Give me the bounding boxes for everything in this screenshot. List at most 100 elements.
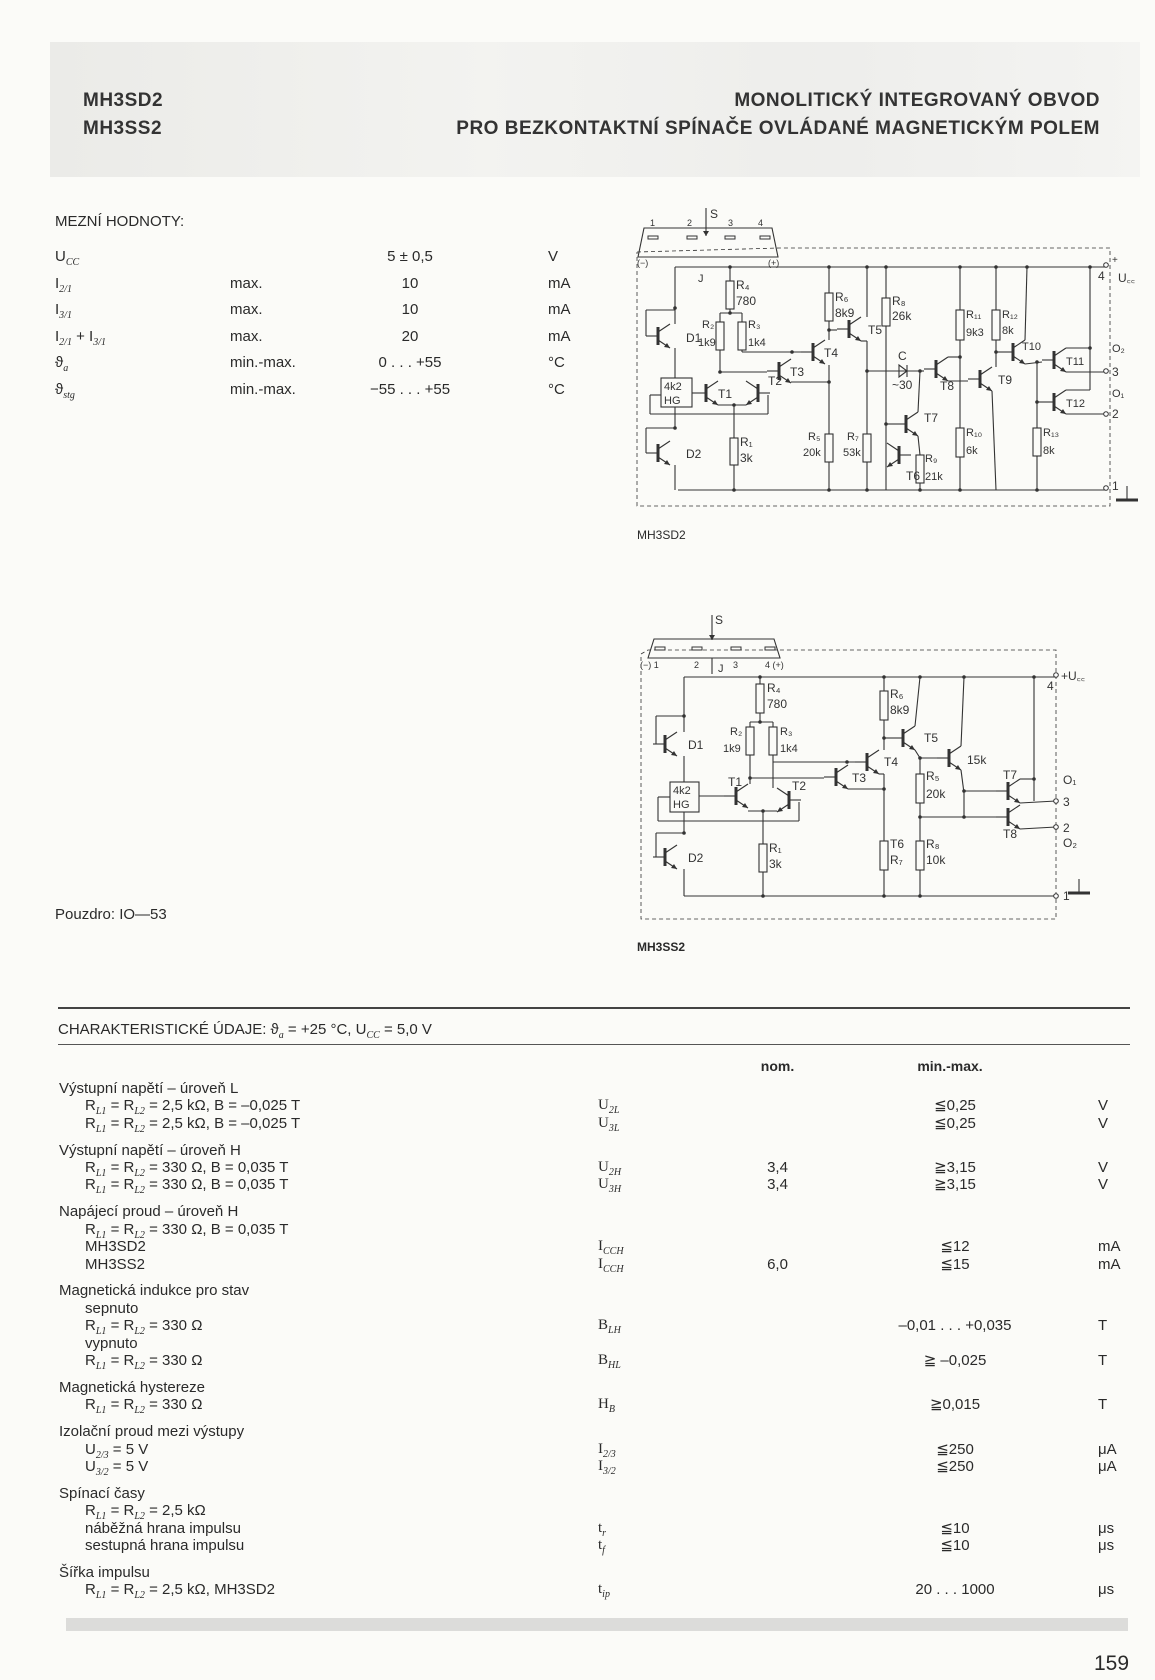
limit-row: ϑa min.-max. 0 . . . +55 °C (0, 354, 600, 380)
limit-unit: mA (548, 301, 571, 319)
junction-dot (827, 265, 831, 269)
transistor-arrow (887, 462, 893, 467)
junction-dot (962, 675, 966, 679)
limit-unit: °C (548, 354, 565, 372)
transistor-collector (705, 380, 719, 390)
unit: μA (1098, 1440, 1117, 1458)
limit-value: 10 (401, 274, 419, 292)
junction-dot (1088, 265, 1092, 269)
parameter-symbol: tf (598, 1536, 605, 1556)
field-arrow-head (703, 231, 709, 236)
transistor-collector (664, 731, 678, 741)
component-label: R₇ (890, 853, 903, 867)
component-label: T8 (940, 379, 954, 393)
resistor-symbol (879, 690, 889, 721)
parameter-label: MH3SS2 (85, 1255, 146, 1273)
transistor-arrow (855, 336, 861, 341)
parameter-group: Výstupní napětí – úroveň H RL1 = RL2 = 33… (0, 1141, 1155, 1197)
nominal-value: 3,4 (767, 1176, 788, 1194)
transistor-arrow (671, 864, 677, 869)
terminal-pin (1053, 893, 1059, 899)
characteristics-title: CHARAKTERISTICKÉ ÚDAJE: ϑa = +25 °C, UCC… (58, 1021, 432, 1041)
transistor-arrow (664, 343, 670, 348)
wire (1019, 800, 1057, 804)
junction-dot (918, 488, 922, 492)
component-label: R₁₃ (1043, 427, 1059, 439)
component-label: J (718, 663, 724, 675)
parameter-label: RL1 = RL2 = 330 Ω, B = 0,035 T (85, 1159, 289, 1180)
limit-param: UCC (55, 248, 80, 268)
limit-row: I2/1 max. 10 mA (0, 275, 600, 301)
minmax-value: ≦250 (936, 1457, 974, 1475)
minmax-value: ≦12 (940, 1238, 970, 1256)
junction-dot (790, 350, 794, 354)
parameter-line: sepnuto (0, 1300, 1155, 1317)
wire (960, 769, 965, 794)
limit-value: 10 (401, 301, 419, 319)
minmax-value: 20 . . . 1000 (915, 1581, 995, 1599)
parameter-line: Magnetická indukce pro stav (0, 1282, 1155, 1299)
resistor-symbol (879, 840, 889, 871)
component-label: T9 (998, 373, 1012, 387)
component-label: R₂ (702, 319, 714, 331)
transistor-collector (979, 366, 993, 376)
parameter-label: sepnuto (85, 1299, 139, 1317)
junction-dot (758, 720, 762, 724)
package-slot (764, 646, 776, 651)
junction-dot (1035, 400, 1039, 404)
junction-dot (882, 894, 886, 898)
terminal-pin (1103, 368, 1109, 374)
parameter-symbol: I2/3 (598, 1440, 616, 1460)
component-label: T3 (790, 365, 804, 379)
component-label: (−) (637, 258, 648, 268)
component-label: 1k4 (780, 743, 798, 755)
junction-dot (865, 265, 869, 269)
resistor-symbol (755, 683, 765, 714)
component-label: 780 (736, 294, 756, 308)
parameter-label: U3/2 = 5 V (85, 1457, 149, 1478)
parameter-label: Výstupní napětí – úroveň H (59, 1141, 241, 1159)
unit: T (1098, 1317, 1108, 1335)
package-slot (759, 235, 771, 240)
component-label: R₁ (740, 435, 753, 449)
minmax-value: ≦0,25 (934, 1097, 976, 1115)
component-label: 15k (967, 753, 987, 767)
parameter-symbol: U2L (598, 1097, 620, 1117)
component-label: T6 (890, 837, 904, 851)
component-label: T10 (1022, 341, 1041, 353)
component-label: 53k (843, 447, 861, 459)
component-label: 3k (740, 451, 754, 465)
parameter-line: RL1 = RL2 = 330 Ω, B = 0,035 T U3H 3,4 ≧3,1… (0, 1176, 1155, 1196)
junction-dot (827, 328, 831, 332)
component-label: T8 (1003, 827, 1017, 841)
divider-top (58, 1007, 1130, 1009)
component-label: U꜀꜀ (1118, 271, 1135, 285)
unit: mA (1098, 1255, 1121, 1273)
parameter-label: vypnuto (85, 1334, 138, 1352)
component-label: 3k (769, 857, 783, 871)
package-slot (686, 235, 698, 240)
unit: mA (1098, 1238, 1121, 1256)
transistor-collector (1053, 347, 1067, 357)
component-label: T11 (1066, 356, 1084, 368)
transistor-collector (745, 380, 759, 390)
component-label: T7 (1003, 768, 1017, 782)
limit-row: UCC 5 ± 0,5 V (0, 248, 600, 274)
component-label: 26k (892, 309, 912, 323)
component-label: 10k (926, 853, 946, 867)
component-label: T1 (718, 387, 732, 401)
minmax-value: ≧0,015 (929, 1396, 981, 1414)
parameter-group: Šířka impulsu RL1 = RL2 = 2,5 kΩ, MH3SD2 t… (0, 1564, 1155, 1601)
limit-param: I2/1 (55, 274, 72, 295)
component-label: (−) 1 (640, 660, 659, 670)
transistor-arrow (986, 386, 992, 391)
component-label: D2 (688, 851, 704, 865)
component-label: S (715, 613, 723, 627)
resistor-symbol (715, 321, 725, 351)
component-label: 1k9 (723, 743, 741, 755)
minmax-value: ≧ –0,025 (923, 1351, 987, 1369)
nominal-value: 6,0 (767, 1255, 788, 1273)
junction-dot (1088, 346, 1092, 350)
limit-qualifier: max. (230, 274, 263, 292)
transistor-collector (935, 356, 949, 366)
